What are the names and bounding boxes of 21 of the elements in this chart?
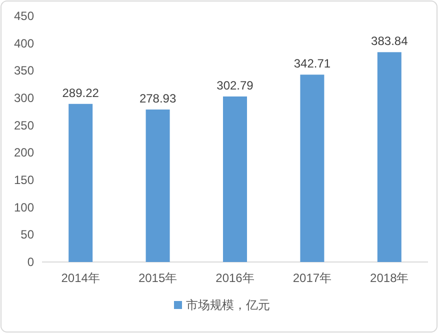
x-tick-label: 2016年 [216,271,254,285]
data-label: 342.71 [294,56,331,71]
legend-label: 市场规模，亿元 [186,298,270,312]
y-tick-label: 350 [14,64,34,78]
y-tick-label: 400 [14,36,34,50]
y-tick-label: 200 [14,146,34,160]
x-tick-label: 2014年 [61,271,100,285]
x-tick-label: 2015年 [138,271,178,285]
y-tick-label: 250 [14,118,34,132]
data-label: 289.22 [62,86,100,100]
data-label: 302.79 [216,78,254,92]
y-tick-label: 450 [14,9,34,23]
x-tick-label: 2018年 [370,271,409,285]
y-tick-label: 100 [14,200,34,214]
data-label: 278.93 [139,92,176,106]
y-tick-label: 0 [27,255,34,269]
data-label: 383.84 [371,34,408,48]
y-tick-label: 50 [20,228,34,242]
x-tick-label: 2017年 [292,271,332,285]
y-tick-label: 300 [14,91,34,105]
y-tick-label: 150 [14,173,34,187]
